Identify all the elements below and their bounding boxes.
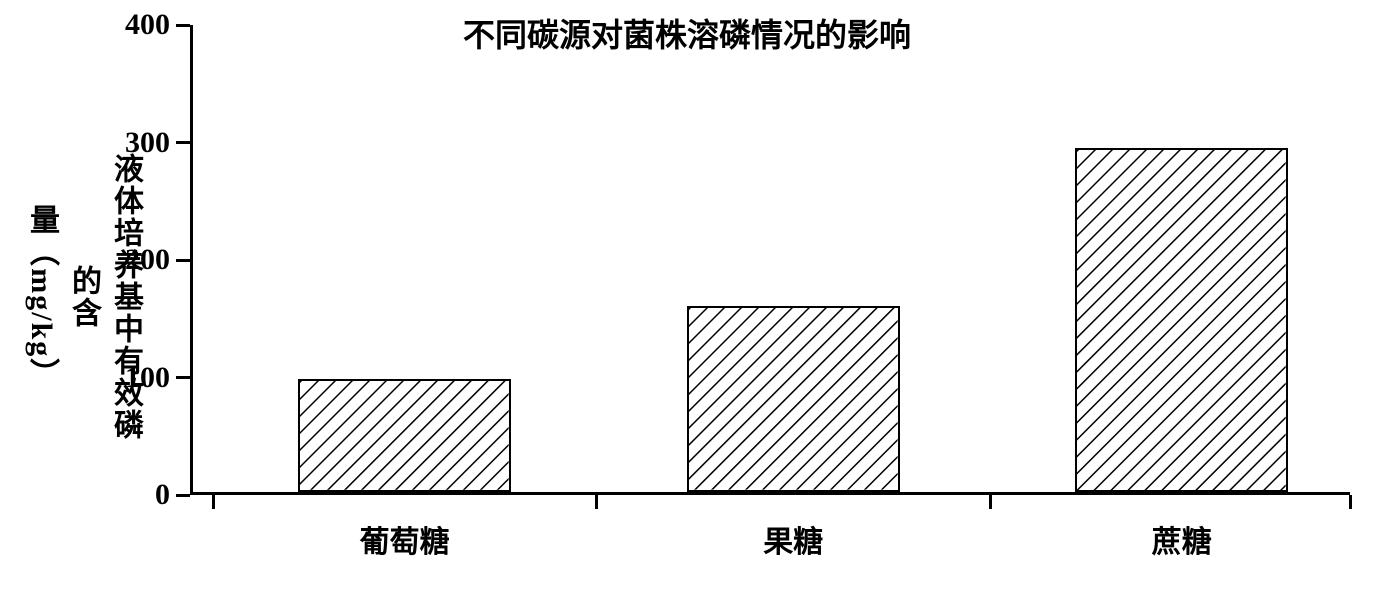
y-tick — [176, 141, 190, 144]
y-tick — [176, 24, 190, 27]
y-tick-label: 0 — [155, 478, 170, 512]
y-tick-label: 200 — [125, 243, 170, 277]
bar-chart: 不同碳源对菌株溶磷情况的影响 液体培养基中有效磷的含 量（mg/kg） 0100… — [0, 0, 1374, 595]
y-axis-label-line1: 液体培养基中有效磷的含 — [67, 154, 142, 442]
x-tick — [1349, 495, 1352, 509]
x-tick-label: 蔗糖 — [1152, 517, 1212, 561]
y-tick-label: 300 — [125, 126, 170, 160]
y-tick — [176, 259, 190, 262]
y-axis-units: （mg/kg） — [25, 236, 58, 390]
bar — [687, 306, 900, 492]
plot-area: 0100200300400葡萄糖果糖蔗糖 — [190, 25, 1350, 495]
y-tick-label: 100 — [125, 361, 170, 395]
x-tick-label: 葡萄糖 — [360, 517, 450, 561]
bar — [1075, 148, 1288, 492]
x-tick — [989, 495, 992, 509]
x-tick — [212, 495, 215, 509]
y-tick — [176, 376, 190, 379]
y-tick-label: 400 — [125, 8, 170, 42]
y-tick — [176, 494, 190, 497]
y-axis — [190, 25, 193, 495]
bar — [298, 379, 511, 492]
y-axis-label-line2: 量 — [25, 204, 58, 236]
x-tick — [595, 495, 598, 509]
y-axis-label: 液体培养基中有效磷的含 量（mg/kg） — [20, 149, 146, 447]
x-tick-label: 果糖 — [763, 517, 823, 561]
